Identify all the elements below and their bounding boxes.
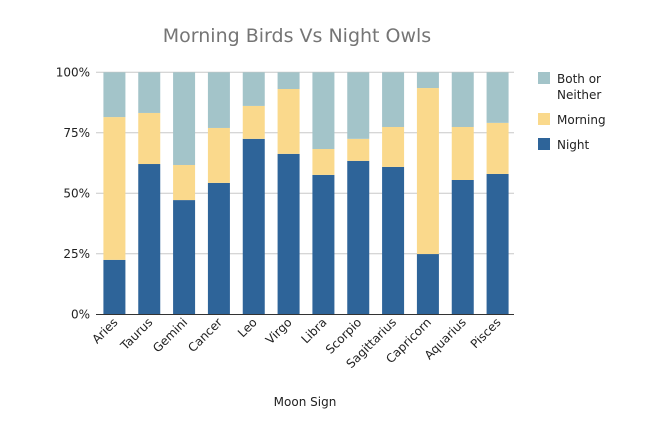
bar-night-virgo bbox=[277, 153, 300, 315]
bar-night-scorpio bbox=[347, 160, 370, 315]
bar-morning-gemini bbox=[173, 164, 196, 201]
y-tick-label: 25% bbox=[63, 247, 90, 261]
legend-label: Both or Neither bbox=[557, 72, 601, 102]
x-axis-label: Moon Sign bbox=[274, 395, 337, 409]
bar-morning-aries bbox=[103, 117, 126, 260]
legend-swatch-both-or-neither bbox=[538, 72, 550, 84]
x-tick-label: Pisces bbox=[468, 315, 504, 351]
bar-night-taurus bbox=[138, 164, 161, 315]
bar-night-sagittarius bbox=[382, 166, 405, 315]
bar-night-libra bbox=[312, 174, 335, 315]
bar-both-or-neither-gemini bbox=[173, 72, 196, 165]
bar-morning-cancer bbox=[207, 127, 230, 183]
bar-morning-leo bbox=[242, 105, 265, 139]
legend-label: Morning bbox=[557, 113, 606, 127]
y-tick-label: 0% bbox=[71, 307, 90, 321]
bar-both-or-neither-leo bbox=[242, 72, 265, 106]
x-tick-label: Aries bbox=[89, 315, 120, 346]
bar-night-cancer bbox=[207, 182, 230, 315]
legend-swatch-morning bbox=[538, 113, 550, 125]
bar-both-or-neither-scorpio bbox=[347, 72, 370, 139]
bar-night-leo bbox=[242, 138, 265, 315]
x-tick-label: Virgo bbox=[263, 315, 295, 347]
legend: Both or Neither Morning Night bbox=[538, 72, 606, 152]
bar-morning-virgo bbox=[277, 88, 300, 154]
x-tick-label: Leo bbox=[235, 315, 260, 340]
bar-night-gemini bbox=[173, 200, 196, 315]
bar-both-or-neither-libra bbox=[312, 72, 335, 150]
bar-morning-scorpio bbox=[347, 138, 370, 161]
bar-both-or-neither-virgo bbox=[277, 72, 300, 89]
y-tick-label: 50% bbox=[63, 186, 90, 200]
chart-title: Morning Birds Vs Night Owls bbox=[163, 25, 431, 47]
x-tick-label: Taurus bbox=[117, 315, 155, 353]
legend-label: Night bbox=[557, 138, 590, 152]
bar-both-or-neither-pisces bbox=[486, 72, 509, 123]
bar-both-or-neither-sagittarius bbox=[382, 72, 405, 127]
bar-morning-pisces bbox=[486, 122, 509, 174]
bar-morning-capricorn bbox=[416, 88, 439, 255]
bar-morning-aquarius bbox=[451, 126, 474, 180]
bar-night-capricorn bbox=[416, 254, 439, 315]
bar-morning-libra bbox=[312, 149, 335, 175]
bar-both-or-neither-cancer bbox=[207, 72, 230, 128]
bar-both-or-neither-taurus bbox=[138, 72, 161, 113]
x-tick-label: Cancer bbox=[185, 315, 225, 355]
bar-night-aquarius bbox=[451, 179, 474, 315]
bar-morning-taurus bbox=[138, 112, 161, 165]
legend-swatch-night bbox=[538, 138, 550, 150]
bar-both-or-neither-aquarius bbox=[451, 72, 474, 127]
y-tick-label: 75% bbox=[63, 126, 90, 140]
bar-both-or-neither-aries bbox=[103, 72, 126, 118]
y-tick-label: 100% bbox=[56, 65, 90, 79]
bar-night-pisces bbox=[486, 173, 509, 315]
bar-both-or-neither-capricorn bbox=[416, 72, 439, 89]
x-tick-label: Libra bbox=[298, 315, 329, 346]
x-tick-label: Gemini bbox=[150, 315, 190, 355]
bar-morning-sagittarius bbox=[382, 126, 405, 167]
bar-night-aries bbox=[103, 259, 126, 315]
